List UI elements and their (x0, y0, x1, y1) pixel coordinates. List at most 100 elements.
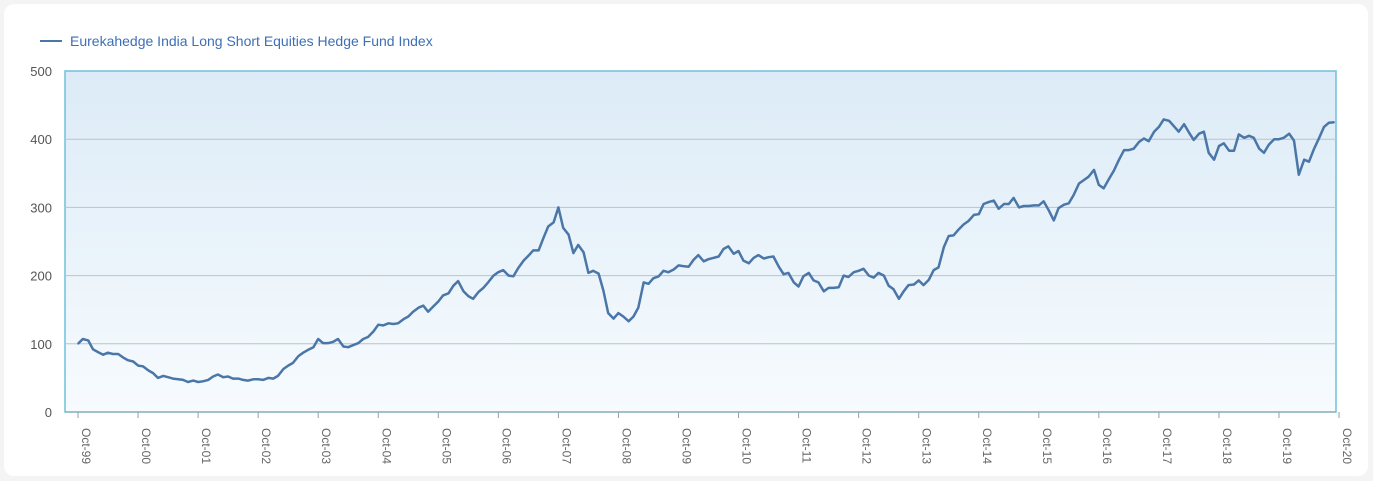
data-point[interactable] (1083, 179, 1085, 181)
data-point[interactable] (1038, 204, 1040, 207)
data-point[interactable] (367, 336, 369, 338)
data-point[interactable] (1283, 137, 1285, 139)
data-point[interactable] (707, 258, 710, 261)
data-point[interactable] (647, 283, 650, 285)
data-point[interactable] (1113, 169, 1115, 172)
data-point[interactable] (302, 351, 305, 354)
data-point[interactable] (748, 262, 750, 265)
data-point[interactable] (547, 225, 549, 228)
data-point[interactable] (1072, 194, 1075, 196)
data-point[interactable] (507, 274, 510, 277)
data-point[interactable] (152, 372, 154, 374)
data-point[interactable] (542, 237, 545, 239)
data-point[interactable] (1223, 142, 1225, 145)
data-point[interactable] (207, 379, 210, 381)
data-point[interactable] (392, 323, 395, 325)
data-point[interactable] (377, 323, 380, 326)
data-point[interactable] (437, 300, 440, 303)
data-point[interactable] (1023, 205, 1025, 207)
data-point[interactable] (827, 287, 830, 289)
data-point[interactable] (417, 306, 420, 309)
data-point[interactable] (1147, 140, 1150, 142)
data-point[interactable] (1108, 178, 1110, 180)
data-point[interactable] (492, 274, 495, 277)
data-point[interactable] (793, 281, 795, 284)
data-point[interactable] (477, 291, 480, 293)
data-point[interactable] (717, 255, 720, 258)
data-point[interactable] (87, 339, 89, 342)
data-point[interactable] (657, 275, 660, 278)
data-point[interactable] (147, 369, 150, 372)
data-point[interactable] (177, 378, 180, 381)
data-point[interactable] (587, 272, 590, 274)
data-point[interactable] (877, 272, 880, 274)
data-point[interactable] (172, 377, 174, 380)
data-point[interactable] (617, 312, 620, 314)
data-point[interactable] (1063, 203, 1065, 206)
data-point[interactable] (958, 228, 960, 230)
data-point[interactable] (452, 285, 455, 287)
data-point[interactable] (227, 375, 229, 378)
data-point[interactable] (1093, 169, 1095, 171)
data-point[interactable] (317, 338, 320, 340)
data-point[interactable] (1298, 173, 1300, 176)
data-point[interactable] (692, 259, 695, 261)
data-point[interactable] (1218, 145, 1220, 147)
data-point[interactable] (1263, 152, 1265, 154)
data-point[interactable] (947, 235, 950, 237)
data-point[interactable] (627, 320, 630, 323)
data-point[interactable] (242, 379, 244, 381)
data-point[interactable] (292, 362, 294, 364)
data-point[interactable] (262, 379, 264, 381)
data-point[interactable] (1328, 122, 1330, 124)
data-point[interactable] (387, 322, 390, 325)
data-point[interactable] (1087, 175, 1090, 178)
data-point[interactable] (257, 378, 259, 381)
data-point[interactable] (887, 285, 890, 287)
data-point[interactable] (422, 304, 425, 307)
data-point[interactable] (552, 221, 555, 224)
data-point[interactable] (167, 376, 169, 379)
data-point[interactable] (332, 341, 335, 343)
data-point[interactable] (727, 245, 730, 248)
data-point[interactable] (537, 249, 540, 252)
data-point[interactable] (567, 233, 570, 236)
data-point[interactable] (1238, 133, 1240, 136)
data-point[interactable] (778, 265, 780, 268)
data-point[interactable] (337, 338, 339, 340)
data-point[interactable] (282, 368, 285, 370)
data-point[interactable] (502, 269, 505, 271)
data-point[interactable] (287, 364, 290, 367)
data-point[interactable] (1183, 123, 1185, 125)
data-point[interactable] (102, 353, 104, 356)
data-point[interactable] (1027, 205, 1030, 207)
data-point[interactable] (322, 342, 324, 344)
data-point[interactable] (132, 360, 134, 363)
data-point[interactable] (1288, 132, 1290, 135)
data-point[interactable] (582, 251, 585, 254)
data-point[interactable] (1168, 120, 1170, 122)
data-point[interactable] (712, 257, 715, 259)
data-point[interactable] (872, 276, 875, 279)
data-point[interactable] (847, 276, 850, 278)
data-point[interactable] (853, 271, 855, 274)
data-point[interactable] (1207, 152, 1210, 154)
data-point[interactable] (1192, 139, 1195, 141)
data-point[interactable] (427, 310, 429, 313)
data-point[interactable] (197, 381, 199, 383)
data-point[interactable] (482, 287, 485, 289)
data-point[interactable] (1268, 143, 1270, 146)
data-point[interactable] (1128, 149, 1130, 151)
data-point[interactable] (267, 377, 270, 379)
data-point[interactable] (602, 289, 605, 292)
data-point[interactable] (1053, 219, 1055, 222)
data-point[interactable] (307, 349, 309, 351)
data-point[interactable] (993, 199, 995, 202)
data-point[interactable] (1258, 147, 1260, 150)
data-point[interactable] (297, 355, 300, 357)
data-point[interactable] (763, 257, 765, 260)
data-point[interactable] (892, 288, 895, 291)
data-point[interactable] (462, 290, 465, 293)
data-point[interactable] (1198, 132, 1200, 135)
data-point[interactable] (682, 265, 685, 267)
